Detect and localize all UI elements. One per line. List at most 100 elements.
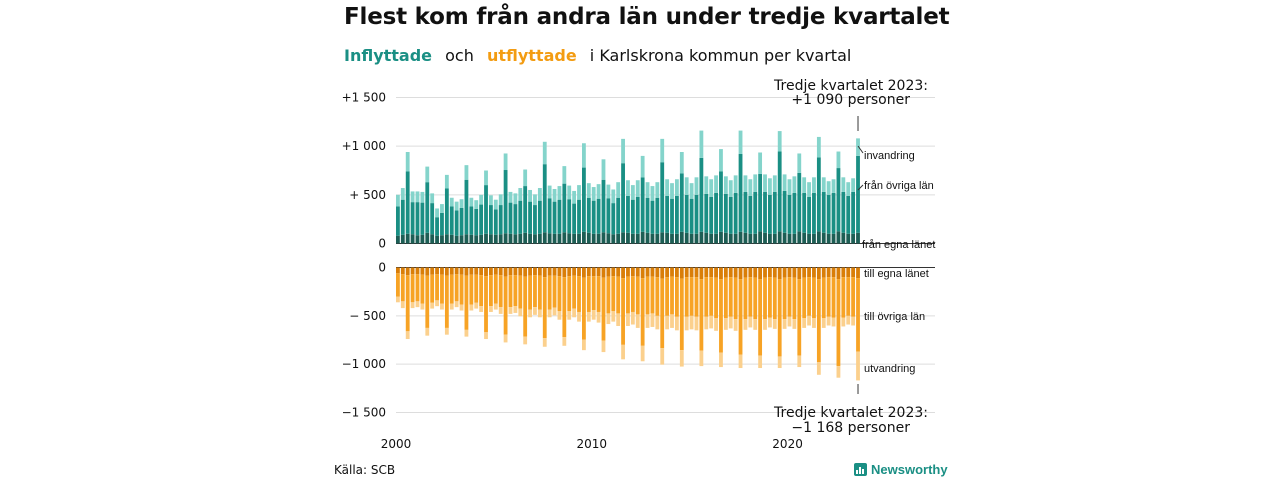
bar-inflow xyxy=(582,167,586,232)
x-tick-label: 2010 xyxy=(577,437,608,451)
bar-outflow xyxy=(777,279,782,357)
bar-outflow xyxy=(704,267,709,278)
bar-inflow xyxy=(841,177,846,192)
bar-inflow xyxy=(787,194,792,234)
bar-outflow xyxy=(537,267,542,276)
bar-outflow xyxy=(508,267,513,276)
bar-inflow xyxy=(758,231,763,244)
bar-outflow xyxy=(415,274,420,302)
bar-inflow xyxy=(689,233,694,244)
bar-inflow xyxy=(557,199,562,234)
bar-outflow xyxy=(513,306,518,313)
bar-outflow xyxy=(586,276,591,312)
bar-inflow xyxy=(821,232,826,244)
bar-inflow xyxy=(704,193,709,233)
bar-outflow xyxy=(768,267,772,278)
bar-inflow xyxy=(489,234,493,244)
bar-outflow xyxy=(601,267,606,278)
bar-outflow xyxy=(816,267,821,280)
bar-inflow xyxy=(753,233,758,244)
bar-outflow xyxy=(679,278,684,351)
bar-outflow xyxy=(675,316,679,331)
bar-outflow xyxy=(513,267,518,276)
leader-invandring xyxy=(857,145,864,154)
bar-outflow xyxy=(782,277,787,320)
bar-outflow xyxy=(596,276,601,312)
bar-inflow xyxy=(836,151,841,169)
bar-outflow xyxy=(728,277,733,317)
bar-inflow xyxy=(772,175,777,192)
bar-inflow xyxy=(665,179,670,196)
bar-inflow xyxy=(836,168,841,232)
bar-inflow xyxy=(518,200,523,234)
bar-outflow xyxy=(640,267,645,279)
bar-outflow xyxy=(552,307,557,316)
bar-outflow xyxy=(440,274,444,304)
bar-inflow xyxy=(723,176,728,194)
bar-inflow xyxy=(787,179,792,195)
bar-outflow xyxy=(709,315,714,329)
bar-outflow xyxy=(743,319,748,330)
bar-outflow xyxy=(723,277,728,319)
bar-outflow xyxy=(430,274,435,303)
bar-inflow xyxy=(557,233,562,244)
y-tick-label-top: +1 500 xyxy=(342,91,386,105)
bar-inflow xyxy=(479,194,484,205)
bar-inflow xyxy=(547,233,552,244)
bar-inflow xyxy=(807,182,811,197)
subtitle-rest: i Karlskrona kommun per kvartal xyxy=(589,46,852,65)
bar-outflow xyxy=(792,267,797,278)
bar-inflow xyxy=(503,170,508,234)
bar-inflow xyxy=(454,235,459,244)
bar-outflow xyxy=(719,267,723,280)
bar-inflow xyxy=(430,193,435,204)
bar-outflow xyxy=(821,277,826,319)
bar-outflow xyxy=(410,274,415,303)
bar-outflow xyxy=(812,277,816,319)
bar-outflow xyxy=(469,274,474,305)
bar-outflow xyxy=(670,276,674,315)
bar-inflow xyxy=(650,233,655,244)
bar-inflow xyxy=(782,190,787,233)
bar-outflow xyxy=(772,267,777,278)
bar-inflow xyxy=(533,234,537,244)
x-tick-label: 2000 xyxy=(381,437,412,451)
bar-outflow xyxy=(396,273,400,297)
bar-inflow xyxy=(435,208,439,218)
bar-outflow xyxy=(851,267,856,278)
bar-inflow xyxy=(792,233,797,244)
bar-inflow xyxy=(792,176,797,193)
bar-outflow xyxy=(782,319,787,329)
bar-outflow xyxy=(670,267,674,277)
bar-outflow xyxy=(753,277,758,320)
bar-inflow xyxy=(586,197,591,233)
bar-outflow xyxy=(464,267,469,276)
bar-inflow xyxy=(831,179,836,193)
bar-inflow xyxy=(498,194,503,206)
bar-inflow xyxy=(738,130,743,154)
bar-inflow xyxy=(675,195,679,234)
bar-inflow xyxy=(508,233,513,244)
bar-inflow xyxy=(572,203,577,234)
bar-inflow xyxy=(851,233,856,244)
bar-outflow xyxy=(415,301,420,308)
bar-outflow xyxy=(807,315,811,326)
bar-outflow xyxy=(484,276,488,333)
bar-outflow xyxy=(792,277,797,320)
bar-outflow xyxy=(621,267,625,279)
bar-inflow xyxy=(723,193,728,233)
bar-outflow xyxy=(552,267,557,276)
bar-inflow xyxy=(694,233,699,244)
annotation-top-line1: Tredje kvartalet 2023: xyxy=(773,78,928,94)
bar-inflow xyxy=(714,192,718,234)
bar-inflow xyxy=(768,233,772,244)
bar-inflow xyxy=(489,195,493,206)
bar-inflow xyxy=(508,202,513,234)
brand-logo: Newsworthy xyxy=(854,462,948,477)
bar-inflow xyxy=(723,232,728,244)
bar-inflow xyxy=(591,187,596,201)
bar-inflow xyxy=(733,233,738,244)
bar-inflow xyxy=(400,188,405,200)
bar-outflow xyxy=(738,354,743,369)
